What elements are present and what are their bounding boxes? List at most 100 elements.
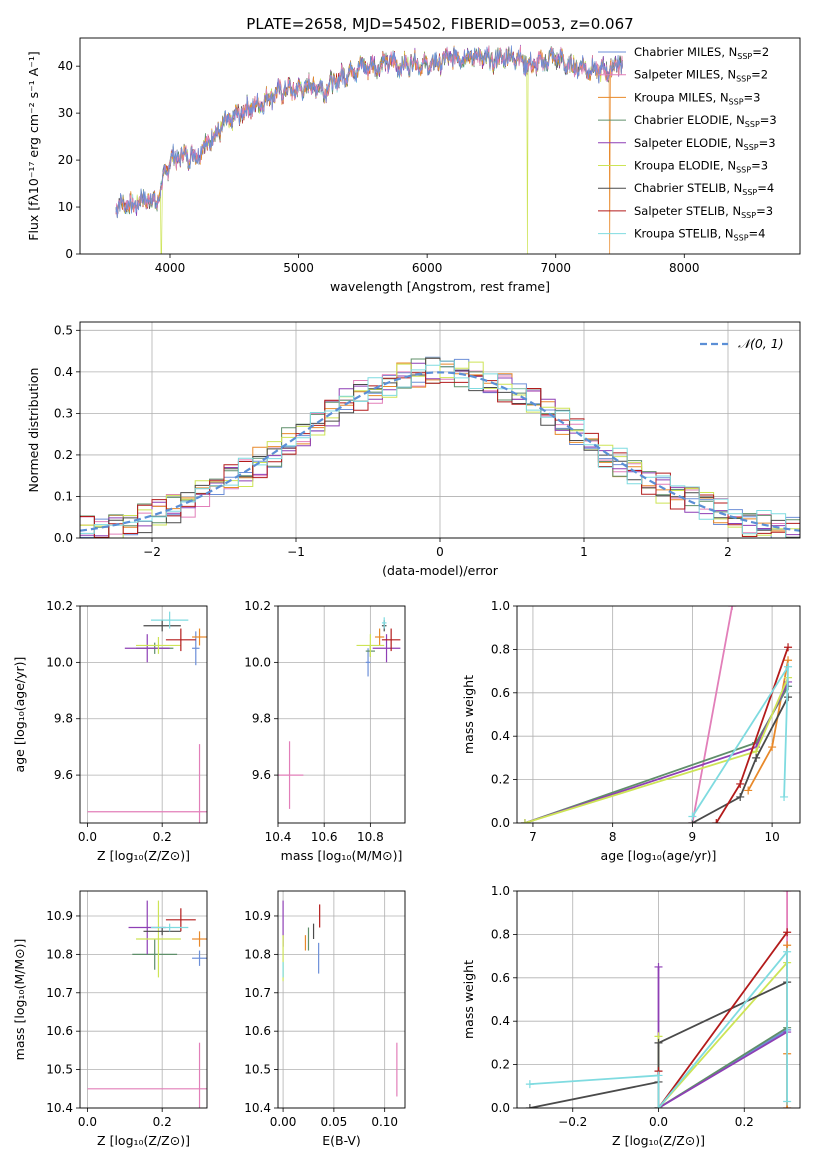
axes-frame (79, 321, 801, 539)
x-tick-label: 10 (764, 830, 779, 844)
plot-area (87, 611, 207, 823)
legend-label-chab_stelib: Chabrier STELIB, NSSP=4 (634, 181, 774, 197)
y-tick-label: 0 (65, 247, 73, 261)
weight-line-chab_stelib (529, 981, 788, 1108)
errorbar-point-salp_elodie (124, 634, 170, 663)
weight-marker-salp_miles (783, 891, 792, 895)
hist-step-krou_stelib (80, 360, 800, 538)
panel-massweight_vs_age: 7 8 9 10 0.0 0.2 0.4 0.6 0.8 1.0 age [log₁₀(age/yr… (461, 599, 801, 863)
y-tick-label: 0.3 (54, 406, 73, 420)
errorbar-point-krou_stelib (150, 611, 189, 629)
x-axis-label: (data-model)/error (382, 563, 499, 578)
y-tick-label: 0.8 (491, 927, 510, 941)
weight-marker-krou_stelib (688, 812, 697, 821)
y-axis-label: mass weight (461, 960, 476, 1039)
weight-marker-krou_stelib (783, 1097, 792, 1106)
weight-line-krou_stelib (529, 949, 788, 1108)
x-tick-label: −2 (143, 545, 161, 559)
plot-area (87, 900, 207, 1108)
errorbar-point-krou_miles (374, 628, 385, 646)
weight-marker-chab_stelib (736, 792, 745, 801)
y-tick-label: 0.6 (491, 971, 510, 985)
y-tick-label: 9.8 (252, 712, 271, 726)
errorbar-point-chab_stelib (143, 620, 181, 632)
x-axis-label: age [log₁₀(age/yr)] (601, 848, 717, 863)
panel-massweight_vs_Z: −0.2 0.0 0.2 0.0 0.2 0.4 0.6 0.8 1.0 Z [log₁₀(Z/Z… (461, 884, 801, 1148)
weight-line-salp_miles (691, 606, 734, 823)
errorbar-point-krou_miles (192, 931, 207, 947)
x-tick-label: 10.4 (265, 830, 292, 844)
y-tick-label: 10.5 (46, 1063, 73, 1077)
weight-line-salp_stelib (715, 646, 789, 823)
errorbar-point-krou_elodie (356, 634, 385, 657)
y-tick-label: 0.6 (491, 686, 510, 700)
x-tick-label: 0.05 (321, 1115, 348, 1129)
errorbar-point-salp_stelib (165, 628, 196, 652)
x-tick-label: 9 (689, 830, 697, 844)
legend-label-krou_stelib: Kroupa STELIB, NSSP=4 (634, 227, 765, 243)
axes-frame (516, 890, 801, 1109)
y-tick-label: 10.8 (244, 947, 271, 961)
y-tick-label: 10.4 (244, 1101, 271, 1115)
panel-mass_vs_ebv: 0.00 0.05 0.10 10.4 10.5 10.6 10.7 10.8 10.9 E(B-… (244, 890, 406, 1148)
axes-frame (79, 605, 208, 824)
panel-residual_hist: −2 −1 0 1 2 0.0 0.1 0.2 0.3 0.4 0.5 (data-model)/er… (26, 321, 801, 578)
x-axis-label: E(B-V) (322, 1133, 361, 1148)
weight-marker-krou_elodie (520, 819, 529, 823)
y-tick-label: 10.9 (244, 909, 271, 923)
weight-marker-chab_stelib (752, 753, 761, 762)
y-tick-label: 10.2 (244, 599, 271, 613)
axes-frame (79, 37, 801, 255)
x-tick-label: 0.2 (153, 1115, 172, 1129)
y-tick-label: 9.8 (54, 712, 73, 726)
y-tick-label: 10.8 (46, 947, 73, 961)
errorbar-point-chab_miles (192, 950, 207, 966)
x-tick-label: 0.2 (735, 1115, 754, 1129)
x-tick-label: −0.2 (558, 1115, 587, 1129)
y-axis-label: age [log₁₀(age/yr)] (12, 657, 27, 773)
x-axis-label: Z [log₁₀(Z/Z⊙)] (97, 1133, 190, 1148)
y-tick-label: 9.6 (54, 768, 73, 782)
y-tick-label: 10.7 (46, 986, 73, 1000)
x-tick-label: 0.2 (153, 830, 172, 844)
legend-label-salp_elodie: Salpeter ELODIE, NSSP=3 (634, 136, 776, 152)
x-tick-label: 5000 (283, 261, 314, 275)
errorbar-point-salp_miles (278, 741, 304, 809)
x-tick-label: 0.10 (371, 1115, 398, 1129)
y-tick-label: 0.8 (491, 642, 510, 656)
legend-label-salp_stelib: Salpeter STELIB, NSSP=3 (634, 204, 773, 220)
x-tick-label: 1 (580, 545, 588, 559)
legend-label-chab_elodie: Chabrier ELODIE, NSSP=3 (634, 113, 777, 129)
y-tick-label: 10.4 (46, 1101, 73, 1115)
x-tick-label: 7 (529, 830, 537, 844)
panel-age_vs_mass: 10.4 10.6 10.8 9.6 9.8 10.0 10.2 mass [log₁₀(M/… (244, 599, 406, 863)
weight-marker-krou_stelib (784, 662, 793, 671)
weight-marker-salp_stelib (784, 643, 793, 652)
y-tick-label: 10.9 (46, 909, 73, 923)
weight-line-salp_stelib (657, 931, 788, 1108)
y-tick-label: 30 (58, 106, 73, 120)
weight-marker-krou_miles (744, 786, 753, 795)
x-tick-label: 10.6 (311, 830, 338, 844)
weight-marker-chab_stelib (525, 1104, 534, 1108)
x-tick-label: 0.00 (270, 1115, 297, 1129)
legend-label-normal: 𝒩(0, 1) (738, 336, 784, 351)
y-tick-label: 0.4 (491, 1014, 510, 1028)
y-tick-label: 0.0 (491, 816, 510, 830)
plot-area (278, 617, 401, 809)
spectrum-line-chab_miles (115, 45, 623, 218)
x-tick-label: 8 (609, 830, 617, 844)
y-tick-label: 0.2 (54, 448, 73, 462)
weight-marker-krou_stelib (780, 792, 789, 801)
weight-line-salp_elodie (524, 681, 789, 823)
y-axis-label: mass [log₁₀(M/M⊙)] (12, 939, 27, 1061)
weight-marker-krou_stelib (654, 1071, 663, 1080)
y-tick-label: 1.0 (491, 599, 510, 613)
plot-area (520, 606, 793, 823)
weight-marker-salp_stelib (783, 928, 792, 937)
x-axis-label: Z [log₁₀(Z/Z⊙)] (97, 848, 190, 863)
x-tick-label: 0.0 (78, 1115, 97, 1129)
weight-line-krou_elodie (657, 962, 788, 1108)
panel-age_vs_Z: 0.0 0.2 9.6 9.8 10.0 10.2 Z [log₁₀(Z/Z⊙)] age [… (12, 599, 208, 863)
